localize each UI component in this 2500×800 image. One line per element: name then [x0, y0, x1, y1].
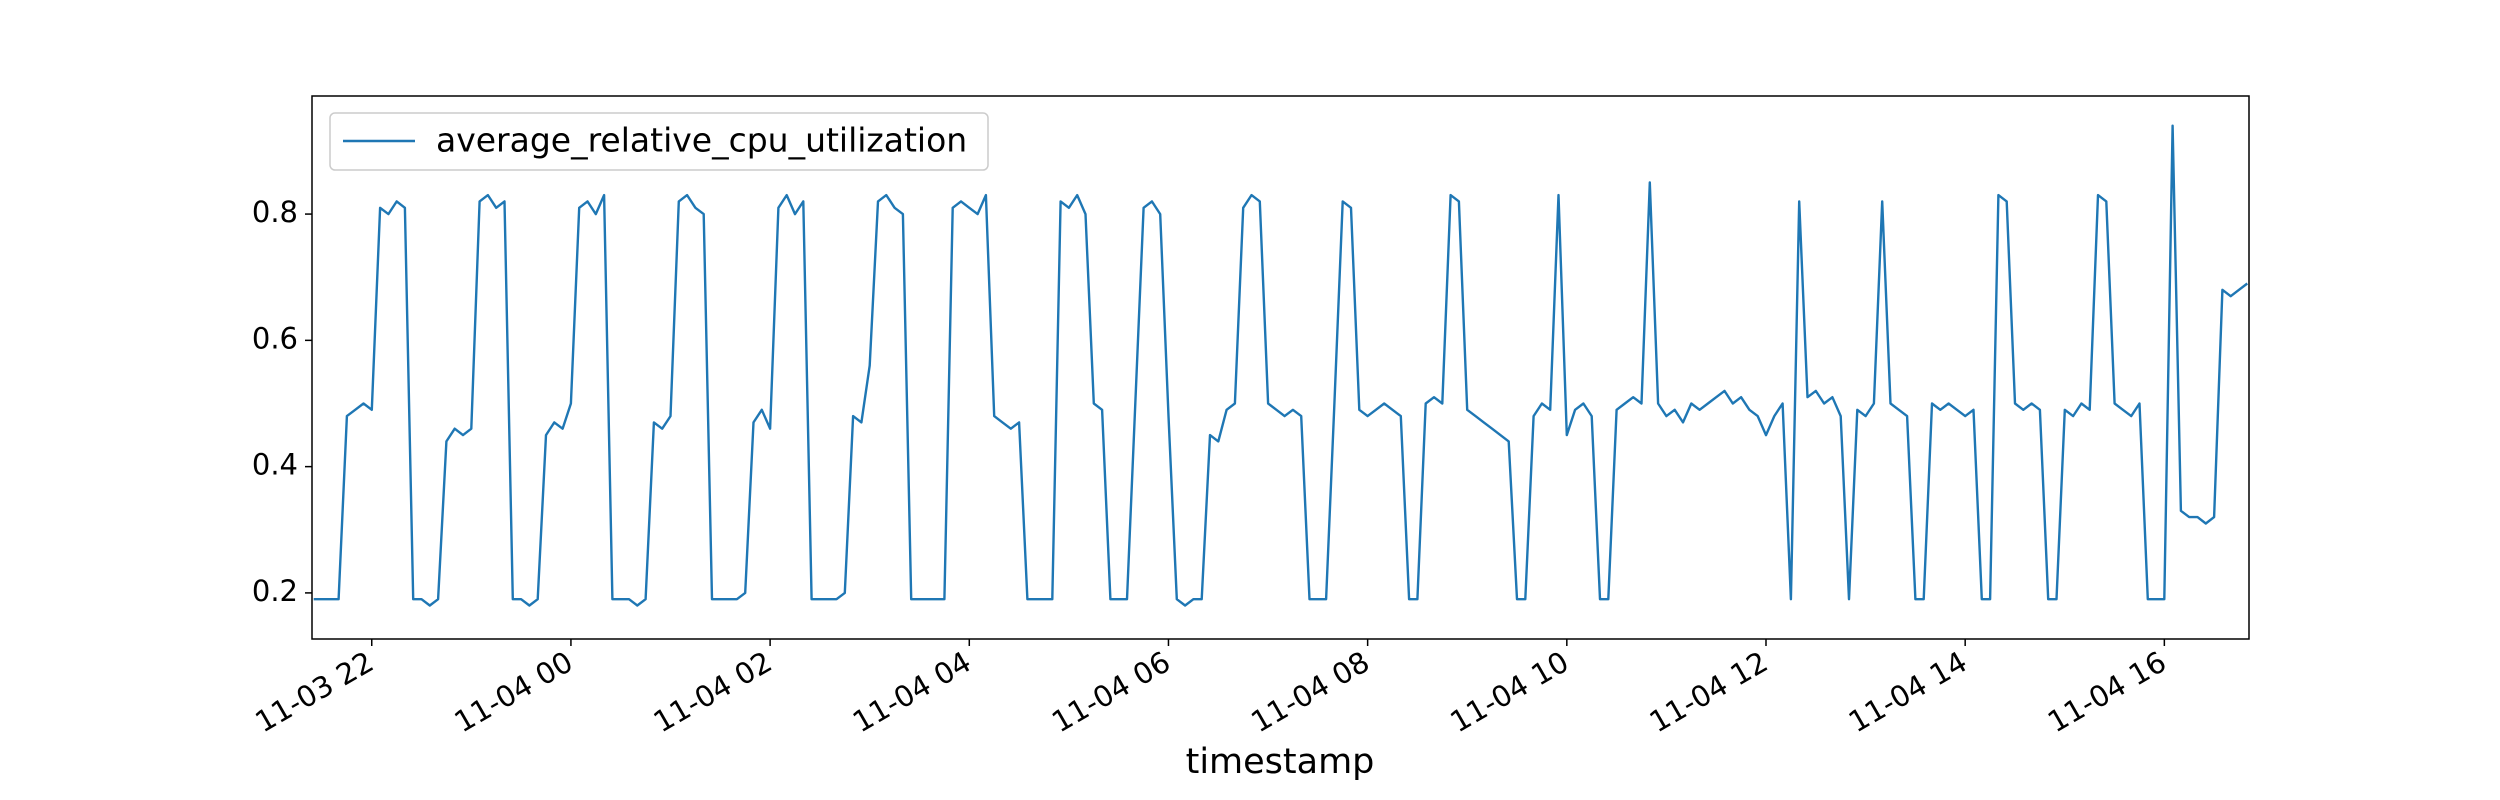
axes-frame: [311, 95, 2250, 640]
x-tick-label: 11-04 16: [2042, 645, 2172, 740]
x-tick-label: 11-04 10: [1444, 645, 1574, 740]
y-tick-label: 0.4: [252, 448, 298, 482]
x-tick-label: 11-04 14: [1843, 645, 1973, 740]
x-tick-label: 11-03 22: [249, 645, 379, 740]
x-tick-label: 11-04 04: [847, 645, 977, 740]
y-tick-label: 0.6: [252, 321, 298, 355]
legend-box: [329, 112, 989, 171]
x-axis-label: timestamp: [1186, 742, 1375, 782]
x-tick-label: 11-04 00: [449, 645, 579, 740]
x-tick-label: 11-04 06: [1046, 645, 1176, 740]
series-line: [313, 124, 2249, 607]
legend-label: average_relative_cpu_utilization: [436, 121, 967, 160]
y-tick-label: 0.8: [252, 195, 298, 229]
y-tick-label: 0.2: [252, 574, 298, 608]
x-tick-label: 11-04 02: [648, 645, 778, 740]
x-tick-label: 11-04 12: [1644, 645, 1774, 740]
x-tick-label: 11-04 08: [1245, 645, 1375, 740]
